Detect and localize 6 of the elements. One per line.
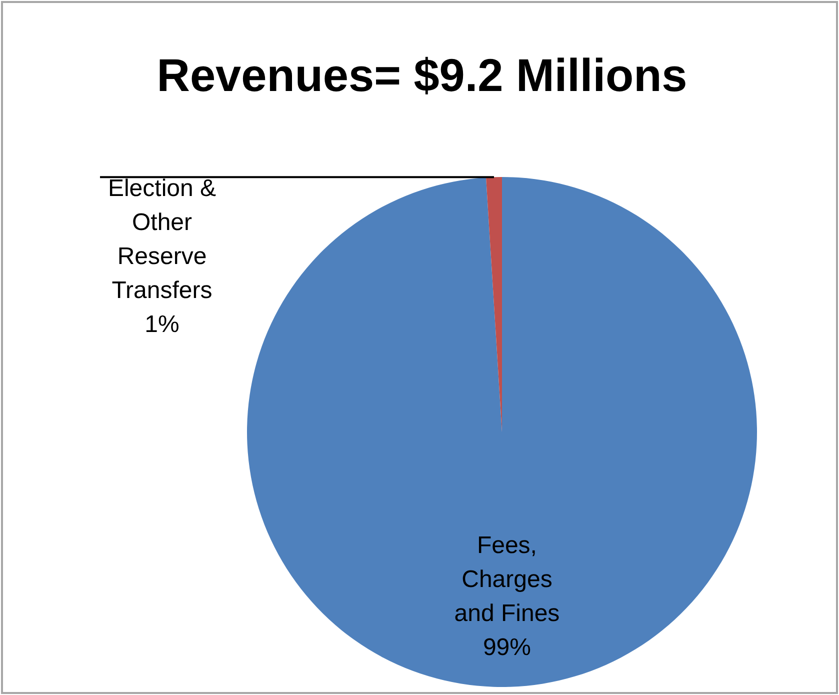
pie-slice xyxy=(247,177,757,687)
slice-label: Fees, Charges and Fines xyxy=(454,532,560,628)
data-label: 99% xyxy=(482,634,531,662)
chart-title: Revenues= $9.2 Millions xyxy=(156,49,688,101)
data-label: 1% xyxy=(144,311,180,338)
slice-label: Election & Other Reserve Transfers xyxy=(108,175,216,304)
